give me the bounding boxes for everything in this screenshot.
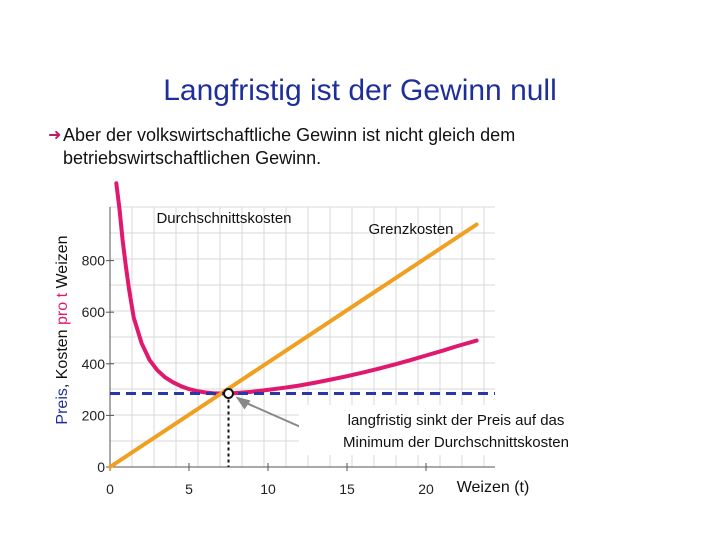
annotation-arrow-head	[235, 396, 251, 410]
chart-labels: Durchschnittskosten Grenzkosten langfristi…	[54, 210, 614, 496]
x-tick-label: 0	[106, 481, 114, 497]
y-axis-label-part: , Kosten	[54, 325, 71, 388]
series-label-marginal-cost: Grenzkosten	[368, 221, 453, 238]
y-axis-label: Preis, Kosten pro t Weizen	[54, 235, 71, 424]
annotation-line-2: Minimum der Durchschnittskosten	[343, 434, 569, 451]
x-tick-label: 15	[339, 481, 355, 497]
bullet-text: ➜ Aber der volkswirtschaftliche Gewinn i…	[48, 124, 623, 170]
x-tick-label: 5	[185, 481, 193, 497]
annotation-box	[299, 405, 614, 455]
marginal-cost-line	[108, 222, 479, 469]
x-axis-label: Weizen (t)	[457, 479, 530, 496]
y-tick-label: 0	[97, 459, 105, 475]
series-label-average-cost: Durchschnittskosten	[156, 210, 291, 227]
bullet-line-2: betriebswirtschaftlichen Gewinn.	[63, 148, 322, 168]
y-tick-label: 200	[82, 407, 106, 423]
y-axis-label-part: Preis	[54, 388, 71, 424]
y-tick-label: 400	[82, 356, 106, 372]
annotation-line-1: langfristig sinkt der Preis auf das	[348, 412, 565, 429]
long-run-equilibrium-point	[223, 387, 234, 399]
y-axis-label-part: pro t	[54, 292, 71, 325]
x-tick-label: 10	[260, 481, 276, 497]
slide-title: Langfristig ist der Gewinn null	[163, 74, 557, 107]
y-tick-label: 800	[82, 253, 106, 269]
y-tick-label: 600	[82, 304, 106, 320]
x-tick-label: 20	[418, 481, 434, 497]
y-axis-label-part: Weizen	[54, 235, 71, 293]
bullet-line-1: Aber der volkswirtschaftliche Gewinn ist…	[63, 125, 516, 145]
arrow-right-icon: ➜	[48, 127, 62, 144]
overlay	[110, 387, 495, 467]
axes: 0 200 400 600 800 0 5 10 15 20	[82, 207, 495, 497]
